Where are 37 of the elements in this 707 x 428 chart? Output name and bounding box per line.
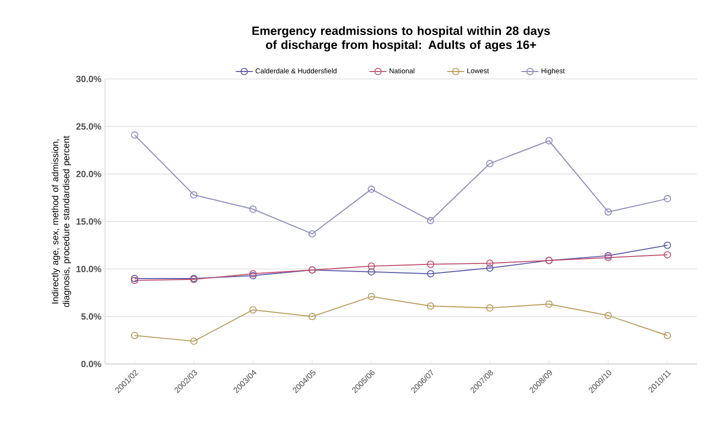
point	[426, 260, 434, 268]
point	[308, 312, 316, 320]
point	[130, 332, 138, 340]
y-tick-label: 15.0%	[76, 218, 102, 225]
point	[486, 304, 494, 312]
y-tick-label: 0.0%	[81, 360, 102, 368]
point	[545, 300, 553, 308]
point	[664, 195, 672, 202]
point	[308, 230, 316, 238]
point	[545, 137, 553, 144]
point	[190, 191, 198, 199]
point	[426, 216, 434, 224]
point	[130, 131, 138, 139]
y-tick-label: 10.0%	[76, 266, 102, 272]
point	[486, 260, 494, 267]
point	[368, 268, 376, 276]
y-tick-label: 20.0%	[76, 170, 102, 178]
point	[249, 205, 257, 213]
chart-title: Emergency readmissions to hospital within 28 days of discharge from hospital: Adults of ages 16+	[252, 26, 550, 52]
point	[368, 292, 376, 300]
y-axis-title: Indirectly age, sex, method of admission, diagnosis, procedure standardised percent	[52, 136, 72, 307]
point	[664, 332, 672, 340]
point	[426, 270, 434, 278]
point	[249, 306, 257, 314]
point	[664, 242, 672, 249]
point	[368, 186, 376, 193]
point	[426, 302, 434, 310]
y-tick-label: 30.0%	[76, 76, 102, 82]
point	[368, 262, 376, 270]
point	[190, 338, 198, 345]
point	[486, 160, 494, 168]
point	[664, 251, 672, 258]
point	[486, 264, 494, 272]
point	[604, 312, 612, 320]
y-tick-label: 5.0%	[81, 313, 102, 320]
y-tick-label: 25.0%	[76, 123, 102, 130]
point	[604, 208, 612, 216]
